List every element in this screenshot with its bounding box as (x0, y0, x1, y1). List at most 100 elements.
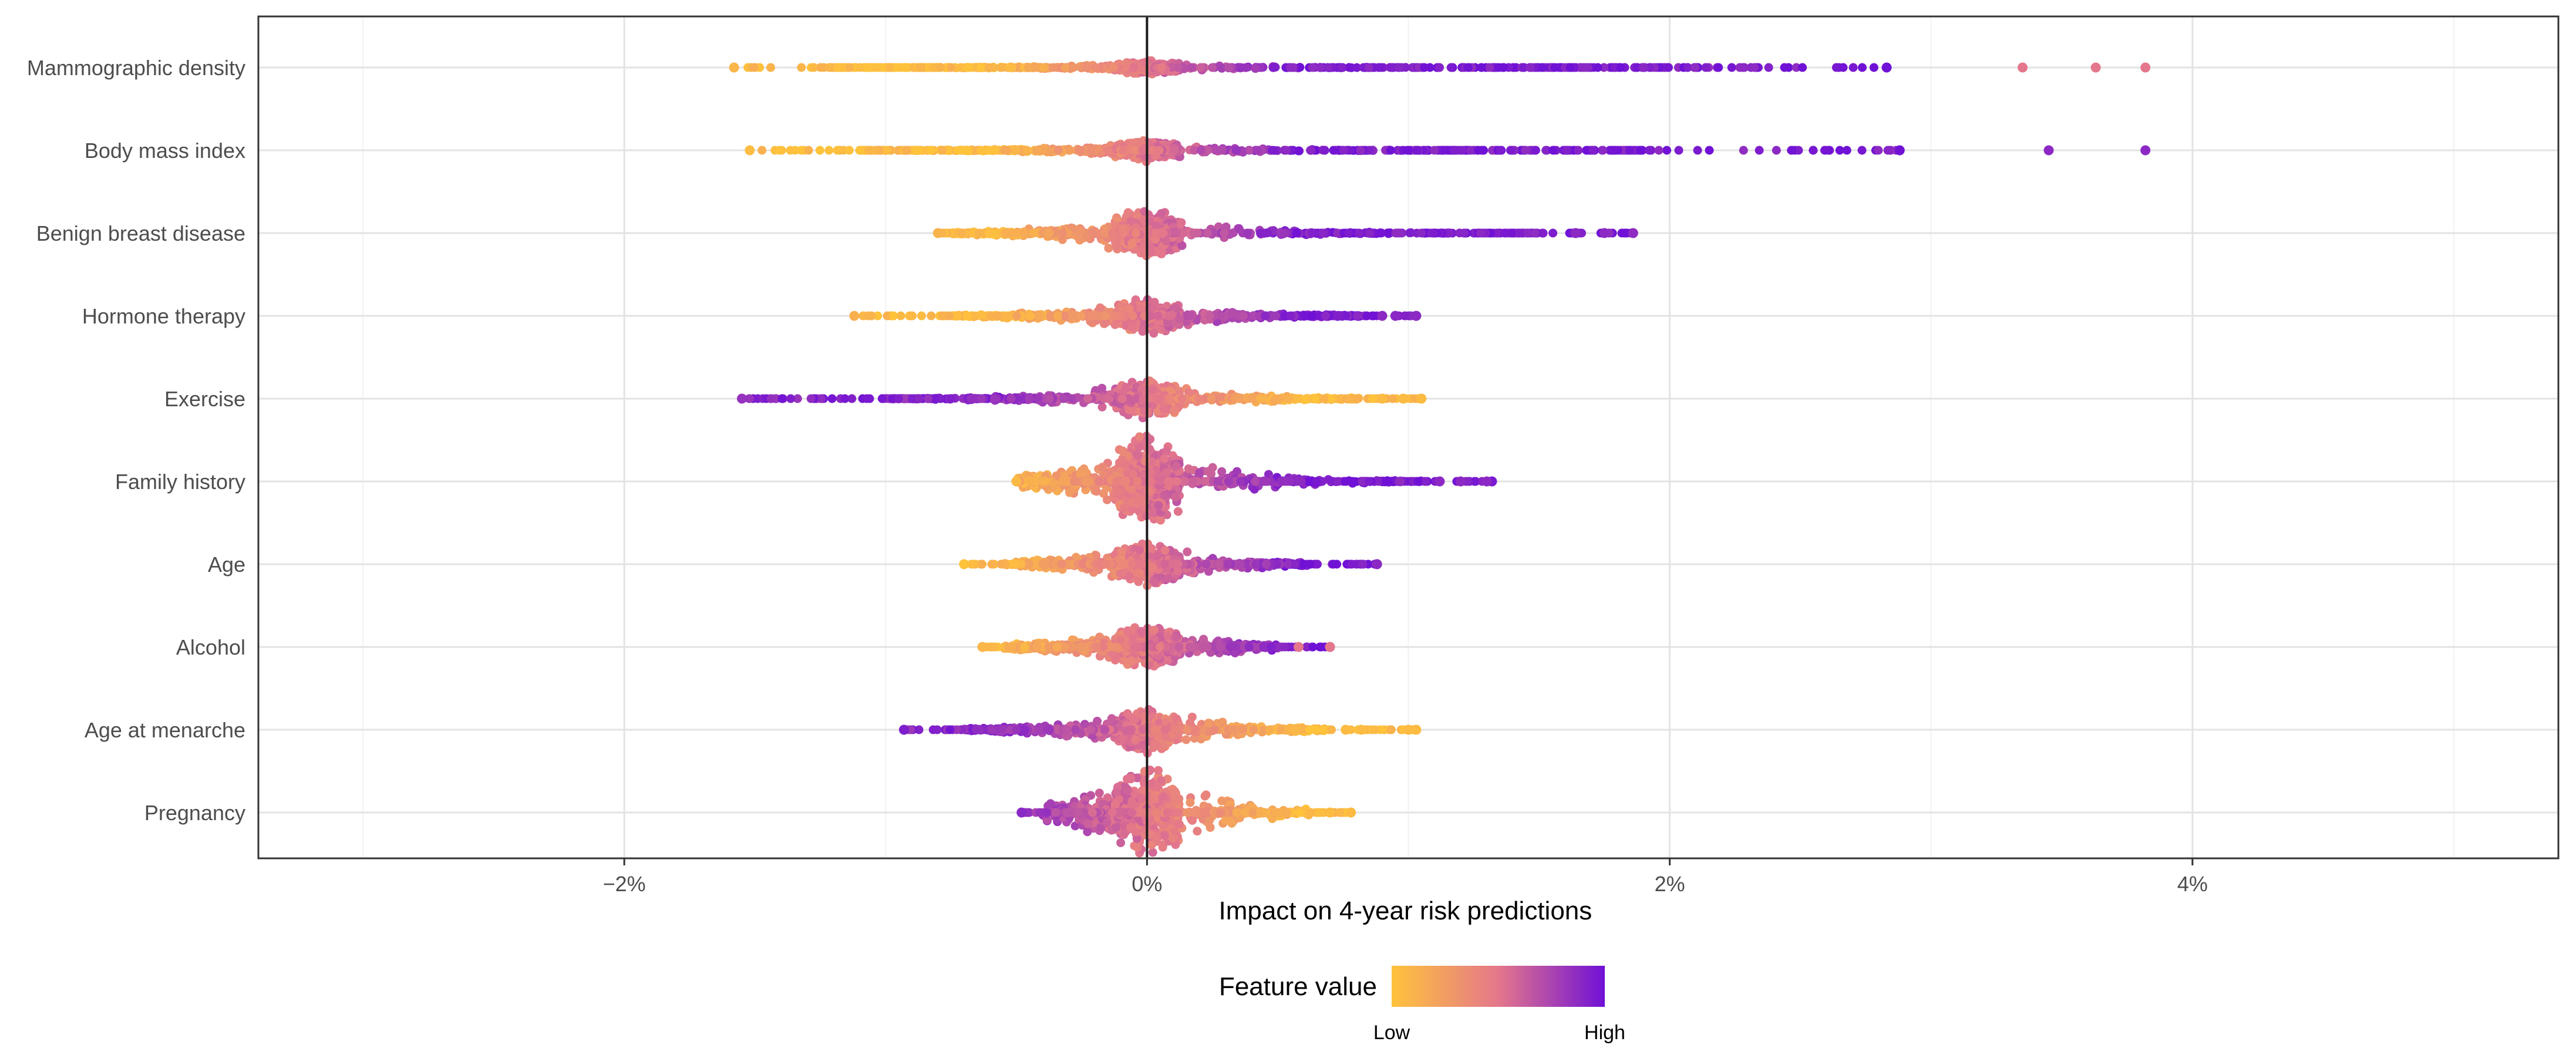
swarm-point (1140, 58, 1150, 67)
swarm-tail-point (1022, 146, 1032, 155)
swarm-tail-point (975, 228, 984, 238)
swarm-tail-point (1119, 228, 1128, 238)
swarm-tail-point (1787, 146, 1797, 155)
swarm-tail-point (1011, 146, 1021, 155)
swarm-tail-point (1217, 146, 1227, 155)
swarm-tail-point (1364, 63, 1373, 72)
swarm-tail-point (749, 63, 759, 72)
swarm-point (1576, 63, 1585, 72)
swarm-tail-point (867, 311, 876, 321)
swarm-tail-point (1750, 63, 1759, 72)
swarm-tail-point (1277, 228, 1286, 238)
swarm-tail-point (1809, 146, 1818, 155)
swarm-tail-point (1103, 146, 1113, 155)
swarm-outlier-point (2140, 145, 2151, 156)
swarm-tail-point (984, 228, 994, 238)
swarm-extreme-point (932, 228, 943, 238)
swarm-tail-point (1835, 146, 1844, 155)
swarm-tail-point (1053, 311, 1062, 321)
swarm-tail-point (1236, 63, 1245, 72)
swarm-tail-point (1203, 228, 1213, 238)
swarm-tail-point (1593, 63, 1602, 72)
swarm-point (1345, 146, 1354, 155)
swarm-tail-point (1617, 228, 1627, 238)
swarm-tail-point (1029, 228, 1039, 238)
swarm-tail-point (1412, 146, 1422, 155)
swarm-tail-point (1196, 146, 1205, 155)
swarm-tail-point (1460, 228, 1469, 238)
swarm-tail-point (911, 146, 921, 155)
swarm-point (1175, 314, 1184, 323)
swarm-tail-point (1548, 146, 1558, 155)
swarm-tail-point (824, 63, 834, 72)
swarm-tail-point (1118, 146, 1127, 155)
swarm-tail-point (1107, 228, 1117, 238)
swarm-tail-point (1674, 146, 1683, 155)
swarm-tail-point (1632, 63, 1642, 72)
swarm-tail-point (1500, 228, 1510, 238)
swarm-tail-point (1320, 146, 1329, 155)
swarm-tail-point (1654, 146, 1664, 155)
swarm-tail-point (917, 311, 926, 321)
swarm-tail-point (1224, 63, 1233, 72)
swarm-point (1516, 228, 1525, 238)
swarm-extreme-point (849, 311, 860, 321)
swarm-tail-point (1780, 63, 1789, 72)
swarm-tail-point (1205, 311, 1214, 321)
swarm-tail-point (1588, 146, 1598, 155)
swarm-tail-point (953, 311, 962, 321)
swarm-outlier-point (2090, 62, 2101, 73)
swarm-tail-point (1376, 63, 1386, 72)
swarm-tail-point (1521, 146, 1530, 155)
swarm-extreme-point (729, 62, 739, 73)
swarm-tail-point (1164, 311, 1174, 321)
swarm-tail-point (1821, 146, 1830, 155)
swarm-point (1217, 63, 1227, 73)
swarm-tail-point (844, 146, 854, 155)
swarm-tail-point (1430, 146, 1439, 155)
swarm-tail-point (1772, 146, 1781, 155)
swarm-tail-point (1616, 63, 1625, 72)
swarm-point (1251, 64, 1260, 73)
swarm-tail-point (864, 146, 874, 155)
swarm-tail-point (1281, 146, 1291, 155)
swarm-tail-point (1705, 146, 1714, 155)
swarm-tail-point (775, 146, 784, 155)
swarm-point (1096, 303, 1105, 312)
swarm-extreme-point (1628, 228, 1638, 238)
swarm-tail-point (1308, 228, 1317, 238)
swarm-tail-point (906, 311, 915, 321)
swarm-outlier-point (2043, 145, 2054, 156)
swarm-tail-point (1662, 146, 1672, 155)
swarm-tail-point (766, 63, 776, 72)
swarm-tail-point (883, 146, 892, 155)
swarm-point (1170, 146, 1179, 155)
swarm-tail-point (1159, 228, 1168, 238)
swarm-point (1019, 228, 1028, 238)
swarm-tail-point (855, 146, 864, 155)
swarm-tail-point (1645, 146, 1654, 155)
swarm-point (1076, 226, 1085, 235)
swarm-tail-point (1239, 311, 1248, 321)
swarm-extreme-point (1894, 145, 1905, 156)
swarm-tail-point (1391, 228, 1400, 238)
swarm-tail-point (1091, 63, 1100, 72)
swarm-tail-point (804, 146, 813, 155)
swarm-tail-point (1727, 63, 1736, 72)
swarm-tail-point (833, 63, 842, 72)
swarm-point (1130, 146, 1139, 155)
swarm-tail-point (903, 146, 912, 155)
swarm-tail-point (1300, 311, 1309, 321)
swarm-tail-point (824, 146, 834, 155)
swarm-point (1150, 298, 1159, 307)
swarm-tail-point (976, 146, 986, 155)
swarm-point (1149, 329, 1159, 338)
swarm-point (1485, 63, 1494, 72)
swarm-tail-point (1045, 228, 1054, 238)
swarm-outlier-point (1570, 228, 1581, 238)
swarm-tail-point (1386, 146, 1395, 155)
swarm-point (1097, 383, 1107, 393)
swarm-tail-point (1691, 63, 1700, 72)
swarm-tail-point (1356, 146, 1365, 155)
